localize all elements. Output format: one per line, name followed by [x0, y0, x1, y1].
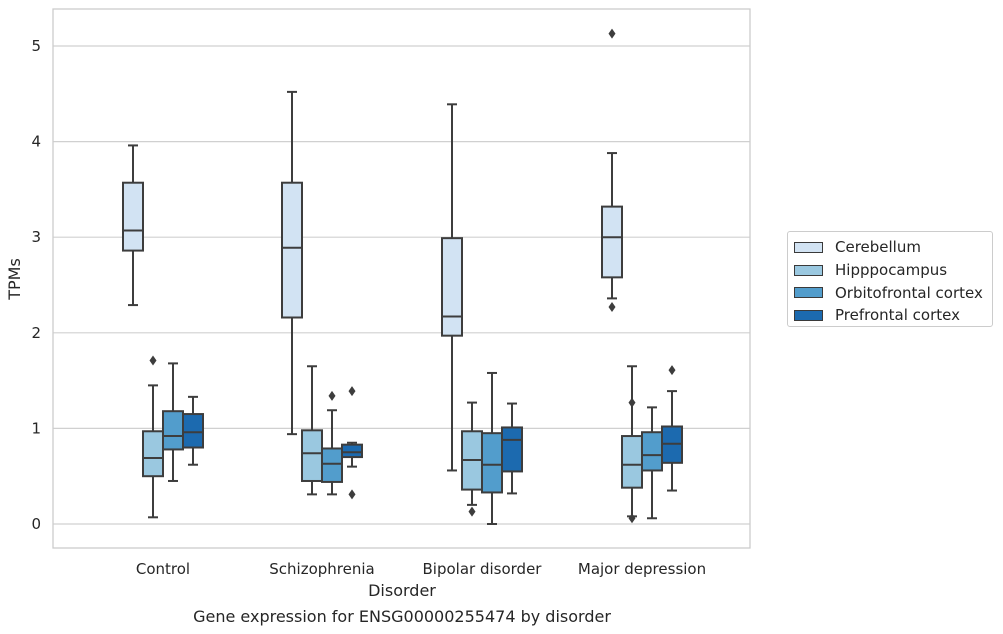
box-cerebellum-bipolar-disorder	[441, 103, 463, 472]
y-tick-label: 2	[31, 324, 41, 342]
outlier-point	[608, 301, 616, 312]
outlier-point	[348, 489, 356, 500]
x-axis-label: Disorder	[368, 581, 436, 600]
box-hipppocampus-major-depression	[621, 365, 643, 524]
legend-swatch	[794, 241, 823, 253]
box-orbitofrontal-cortex-control	[162, 362, 184, 482]
legend-swatch	[794, 287, 823, 299]
y-tick-label: 0	[31, 515, 41, 533]
box-orbitofrontal-cortex-bipolar-disorder	[481, 371, 503, 525]
outlier-point	[628, 397, 636, 408]
box-cerebellum-schizophrenia	[281, 90, 303, 436]
box-iqr	[321, 447, 343, 483]
box-iqr	[301, 429, 323, 482]
box-prefrontal-cortex-major-depression	[661, 365, 683, 492]
box-cerebellum-major-depression	[601, 28, 623, 312]
x-tick-labels: Control Schizophrenia Bipolar disorder Majo…	[136, 560, 706, 578]
box-iqr	[341, 443, 363, 459]
outlier-point	[668, 365, 676, 376]
y-axis-label: TPMs	[5, 258, 24, 301]
box-iqr	[641, 431, 663, 472]
legend-swatch	[794, 264, 823, 276]
legend-item: Cerebellum	[794, 236, 992, 259]
box-iqr	[481, 432, 503, 494]
box-iqr	[122, 181, 144, 252]
box-plot-layer	[122, 28, 683, 525]
box-iqr	[162, 410, 184, 451]
outlier-point	[468, 506, 476, 517]
legend-label: Prefrontal cortex	[835, 306, 960, 325]
y-tick-label: 1	[31, 419, 41, 437]
box-iqr	[621, 435, 643, 489]
box-iqr	[501, 426, 523, 473]
x-tick-label: Bipolar disorder	[423, 560, 543, 578]
legend-item: Hipppocampus	[794, 259, 992, 282]
y-tick-labels: 0 1 2 3 4 5	[31, 37, 41, 533]
box-prefrontal-cortex-control	[182, 395, 204, 466]
box-prefrontal-cortex-schizophrenia	[341, 386, 363, 500]
box-iqr	[182, 413, 204, 449]
legend-swatch	[794, 309, 823, 321]
box-iqr	[441, 237, 463, 337]
box-iqr	[601, 205, 623, 279]
box-orbitofrontal-cortex-major-depression	[641, 406, 663, 520]
x-tick-label: Control	[136, 560, 190, 578]
chart-title: Gene expression for ENSG00000255474 by d…	[193, 607, 611, 626]
box-iqr	[281, 181, 303, 319]
box-iqr	[142, 430, 164, 478]
box-cerebellum-control	[122, 144, 144, 307]
box-hipppocampus-control	[142, 355, 164, 519]
outlier-point	[348, 386, 356, 397]
box-prefrontal-cortex-bipolar-disorder	[501, 402, 523, 495]
chart-legend: Cerebellum Hipppocampus Orbitofrontal cort…	[787, 231, 993, 327]
y-tick-label: 4	[31, 133, 41, 151]
box-hipppocampus-bipolar-disorder	[461, 401, 483, 517]
box-orbitofrontal-cortex-schizophrenia	[321, 390, 343, 496]
legend-item: Prefrontal cortex	[794, 304, 992, 327]
legend-item: Orbitofrontal cortex	[794, 281, 992, 304]
plot-area-frame	[52, 8, 751, 549]
x-tick-label: Major depression	[578, 560, 706, 578]
outlier-point	[628, 513, 636, 524]
legend-label: Cerebellum	[835, 238, 921, 257]
y-tick-label: 5	[31, 37, 41, 55]
outlier-point	[328, 390, 336, 401]
outlier-point	[608, 28, 616, 39]
box-hipppocampus-schizophrenia	[301, 365, 323, 496]
legend-label: Hipppocampus	[835, 261, 948, 280]
legend-label: Orbitofrontal cortex	[835, 283, 983, 302]
x-tick-label: Schizophrenia	[269, 560, 374, 578]
outlier-point	[149, 355, 157, 366]
y-tick-label: 3	[31, 228, 41, 246]
